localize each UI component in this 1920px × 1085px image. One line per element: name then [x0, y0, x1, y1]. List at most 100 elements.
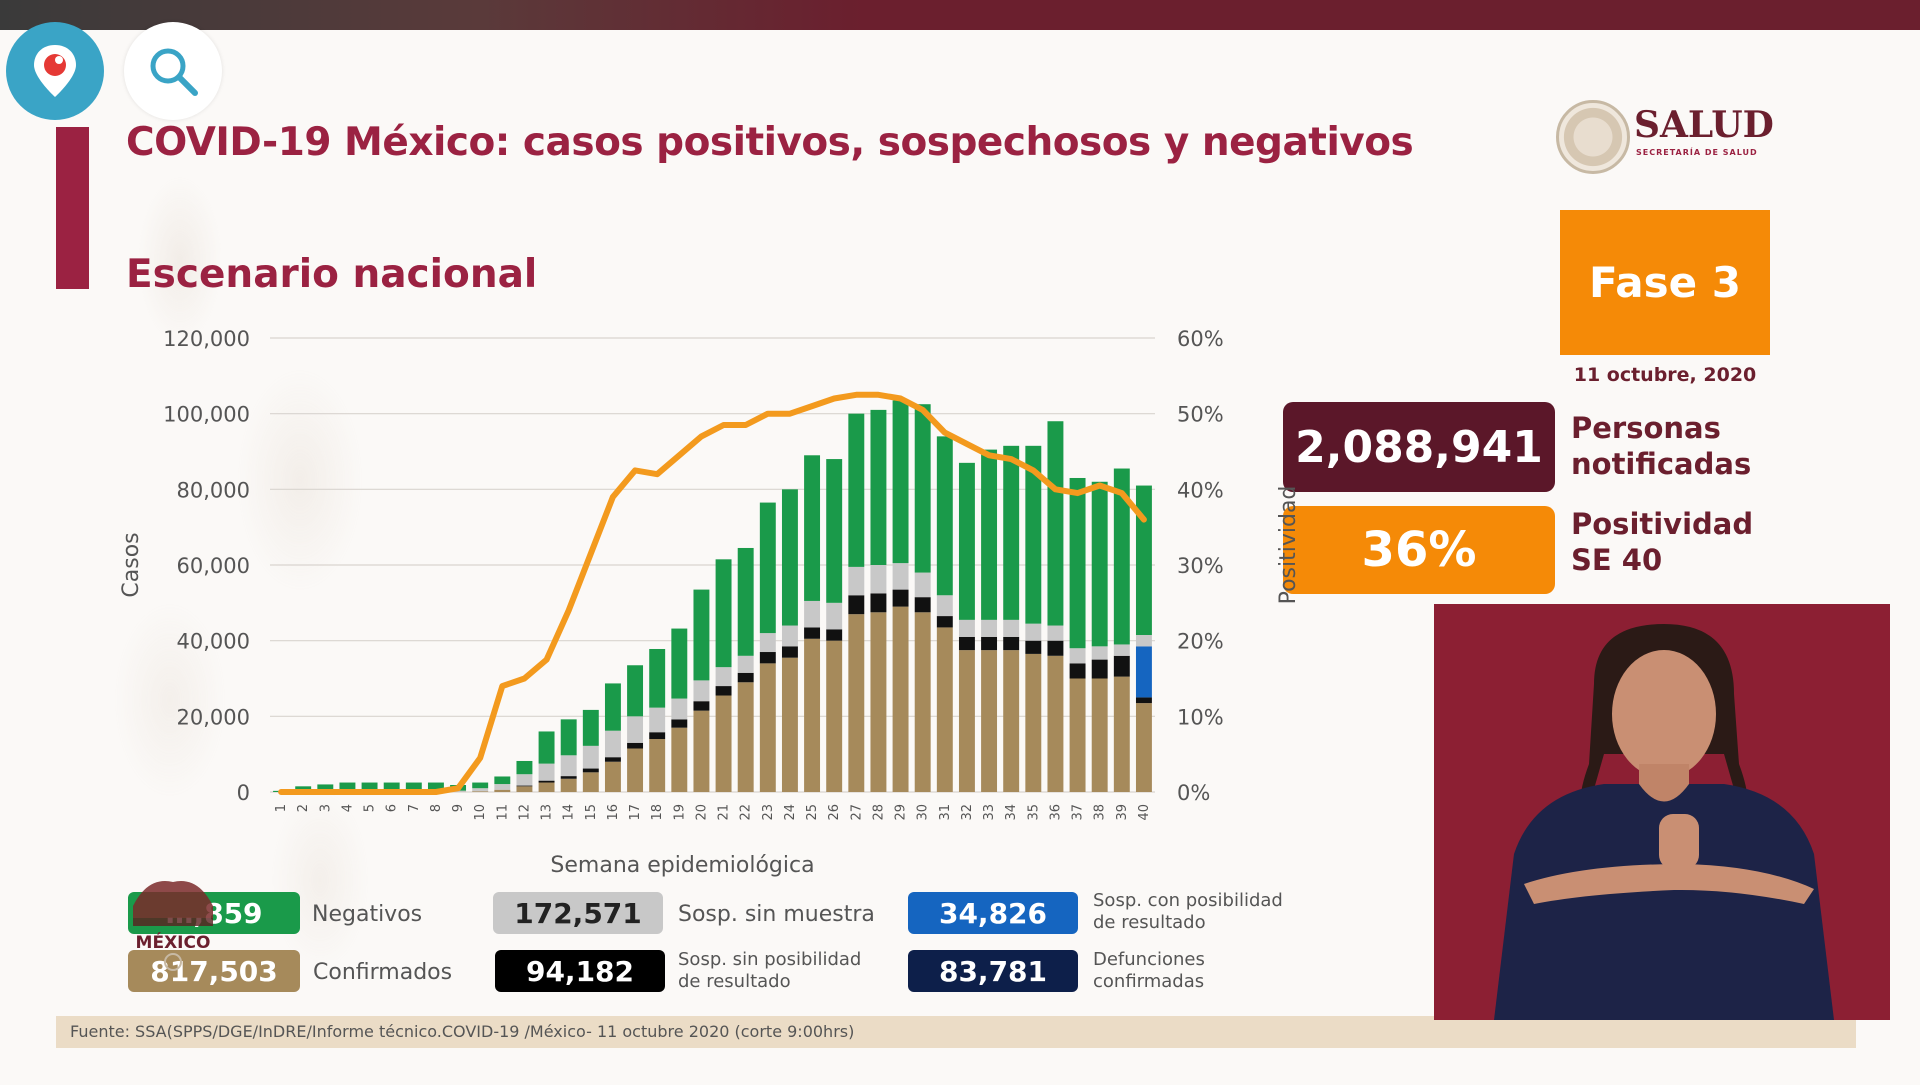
bar-con_posibilidad [1135, 646, 1152, 698]
background-watermark [60, 60, 420, 960]
legend-sin-posibilidad-line2: de resultado [678, 971, 791, 992]
bar-confirmados [582, 772, 599, 792]
bar-sin_posibilidad [914, 597, 931, 613]
x-tick-label: 27 [849, 804, 864, 821]
x-tick-label: 15 [584, 804, 599, 821]
bar-sin_muestra [981, 619, 998, 637]
legend-defunciones-value: 83,781 [908, 950, 1078, 992]
bar-negativos [892, 400, 909, 564]
emblem-icon [1556, 100, 1630, 174]
bar-sin_muestra [759, 633, 776, 653]
legend-con-posibilidad-value: 34,826 [908, 892, 1078, 934]
x-tick-label: 26 [827, 804, 842, 821]
interpreter-video [1434, 604, 1890, 1020]
bar-sin_posibilidad [804, 627, 821, 639]
bar-negativos [1003, 445, 1020, 620]
logo-subtitle: SECRETARÍA DE SALUD [1636, 148, 1758, 157]
bar-negativos [383, 782, 400, 792]
bar-sin_muestra [693, 680, 710, 702]
legend-con-posibilidad-line2: de resultado [1093, 912, 1206, 933]
bar-negativos [1091, 481, 1108, 647]
notified-label: Personas notificadas [1571, 410, 1751, 482]
bar-confirmados [848, 614, 865, 792]
legend-confirmados-value: 817,503 [128, 950, 300, 992]
bar-confirmados [538, 782, 555, 792]
periscope-button[interactable] [6, 22, 104, 120]
bar-negativos [405, 782, 422, 792]
bar-confirmados [958, 650, 975, 792]
bar-sin_muestra [671, 698, 688, 720]
bar-sin_posibilidad [1003, 636, 1020, 651]
bar-negativos [1135, 485, 1152, 635]
bar-sin_posibilidad [604, 757, 621, 762]
bar-sin_muestra [538, 763, 555, 781]
x-tick-label: 24 [783, 804, 798, 821]
x-tick-label: 18 [650, 804, 665, 821]
salud-logo: SALUD SECRETARÍA DE SALUD [1556, 100, 1776, 174]
search-button[interactable] [124, 22, 222, 120]
bar-sin_posibilidad [958, 636, 975, 651]
bar-sin_muestra [1047, 625, 1064, 641]
bar-sin_posibilidad [1025, 640, 1042, 654]
legend-sin-posibilidad-value: 94,182 [495, 950, 665, 992]
bar-sin_muestra [781, 625, 798, 647]
bar-negativos [604, 683, 621, 731]
y-axis-label: Casos [119, 532, 144, 597]
phase-badge: Fase 3 [1560, 210, 1770, 355]
bar-sin_posibilidad [1069, 663, 1086, 679]
bar-negativos [538, 731, 555, 764]
bar-sin_muestra [472, 788, 489, 792]
x-tick-label: 8 [429, 804, 444, 812]
bar-negativos [848, 413, 865, 567]
legend-sin-muestra-label: Sosp. sin muestra [678, 902, 875, 927]
x-tick-label: 1 [274, 804, 289, 812]
y2-tick-label: 60% [1177, 327, 1224, 351]
legend-defunciones-line1: Defunciones [1093, 949, 1205, 970]
bar-confirmados [604, 761, 621, 792]
footer-source: Fuente: SSA(SPPS/DGE/InDRE/Informe técni… [56, 1016, 1856, 1048]
legend-defunciones-label: Defunciones confirmadas [1093, 949, 1205, 993]
bar-negativos [582, 709, 599, 746]
bar-sin_muestra [494, 784, 511, 790]
x-tick-label: 2 [296, 804, 311, 812]
bar-negativos [1069, 477, 1086, 649]
x-tick-label: 4 [340, 804, 355, 812]
bar-sin_posibilidad [1135, 697, 1152, 704]
bar-sin_muestra [848, 566, 865, 596]
x-tick-label: 13 [540, 804, 555, 821]
bar-sin_posibilidad [759, 652, 776, 664]
chart-bars [273, 400, 1152, 792]
bar-sin_posibilidad [981, 636, 998, 651]
legend-sin-muestra-value: 172,571 [493, 892, 663, 934]
x-tick-label: 40 [1137, 804, 1152, 821]
bar-negativos [1113, 468, 1130, 645]
bar-confirmados [671, 727, 688, 792]
bar-sin_muestra [870, 565, 887, 594]
bar-negativos [804, 455, 821, 601]
bar-negativos [516, 760, 533, 775]
bar-confirmados [1113, 676, 1130, 792]
notified-label-line1: Personas [1571, 411, 1721, 445]
bar-confirmados [981, 650, 998, 792]
bar-sin_posibilidad [715, 686, 732, 696]
x-tick-label: 32 [960, 804, 975, 821]
y2-tick-label: 50% [1177, 403, 1224, 427]
bar-sin_posibilidad [560, 776, 577, 779]
y-tick-label: 100,000 [163, 403, 250, 427]
bar-sin_muestra [604, 730, 621, 758]
positivity-label-line2: SE 40 [1571, 543, 1663, 577]
bar-sin_muestra [1025, 623, 1042, 641]
bar-negativos [649, 648, 666, 708]
title-accent-bar [56, 127, 89, 289]
cases-chart: 0 20,000 40,000 60,000 80,000 100,000 120,000 0… [119, 327, 1301, 878]
bar-negativos [715, 559, 732, 668]
y2-axis-label: Positividad [1276, 486, 1301, 605]
bar-sin_posibilidad [1113, 655, 1130, 677]
chart-grid [270, 337, 1155, 793]
x-tick-label: 21 [717, 804, 732, 821]
bar-negativos [317, 784, 334, 792]
y-tick-label: 20,000 [177, 705, 250, 729]
window-top-bar [0, 0, 1920, 30]
bar-negativos [472, 782, 489, 789]
bar-sin_muestra [627, 716, 644, 743]
